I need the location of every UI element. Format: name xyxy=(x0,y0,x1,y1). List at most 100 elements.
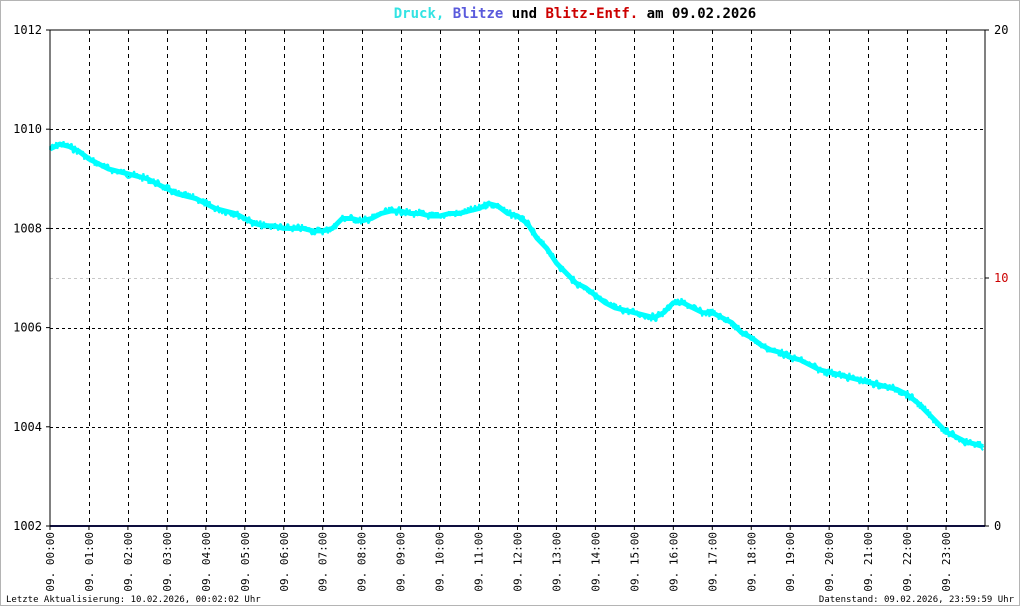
x-tick-label: 09. 16:00 xyxy=(667,532,680,592)
pressure-data-point xyxy=(409,212,412,215)
pressure-data-point xyxy=(613,306,616,309)
pressure-data-point xyxy=(428,215,431,217)
pressure-data-point xyxy=(945,430,947,433)
pressure-data-point xyxy=(380,212,383,215)
x-tick-label: 09. 21:00 xyxy=(862,532,875,592)
x-tick-label: 09. 13:00 xyxy=(550,532,563,592)
pressure-data-point xyxy=(672,301,675,304)
pressure-data-point xyxy=(516,215,519,217)
x-tick-label: 09. 18:00 xyxy=(745,532,758,592)
pressure-data-point xyxy=(982,445,985,448)
y-axis-left: 1002 1004 1006 1008 1010 1012 xyxy=(13,23,50,533)
pressure-data-point xyxy=(721,316,723,319)
pressure-data-point xyxy=(243,217,246,220)
pressure-data-point xyxy=(935,420,938,423)
pressure-data-point xyxy=(214,207,217,210)
pressure-data-point xyxy=(389,210,392,212)
pressure-data-point xyxy=(165,187,168,190)
pressure-data-point xyxy=(623,309,626,312)
pressure-data-point xyxy=(88,158,90,160)
x-tick-label: 09. 05:00 xyxy=(239,532,252,592)
pressure-data-point xyxy=(497,205,499,208)
x-tick-label: 09. 12:00 xyxy=(512,532,525,592)
pressure-data-point xyxy=(574,282,577,284)
y-left-tick-label: 1002 xyxy=(13,519,42,533)
pressure-data-point xyxy=(730,321,733,324)
title-part: Blitz-Entf. xyxy=(537,6,638,22)
pressure-data-point xyxy=(837,373,840,376)
pressure-data-point xyxy=(146,177,149,180)
pressure-data-point xyxy=(234,212,237,215)
pressure-data-point xyxy=(867,381,870,384)
pressure-data-point xyxy=(204,202,207,205)
footer-last-update: Letzte Aktualisierung: 10.02.2026, 00:02… xyxy=(6,595,261,605)
x-axis: 09. 00:00 09. 01:00 09. 02:00 09. 03:00 09. … xyxy=(44,526,953,592)
pressure-data-point xyxy=(857,378,860,381)
pressure-data-point xyxy=(467,210,470,212)
title-part: am 09.02.2026 xyxy=(638,6,756,22)
pressure-data-point xyxy=(886,386,889,389)
pressure-data-point xyxy=(156,182,159,185)
pressure-data-point xyxy=(701,311,704,314)
x-tick-label: 09. 19:00 xyxy=(784,532,797,592)
pressure-data-point xyxy=(195,197,198,200)
pressure-data-point xyxy=(760,344,762,346)
pressure-data-point xyxy=(769,348,772,351)
pressure-data-point xyxy=(175,192,178,195)
x-tick-label: 09. 10:00 xyxy=(434,532,447,592)
pressure-data-point xyxy=(711,311,714,314)
pressure-data-point xyxy=(419,212,422,215)
pressure-data-point xyxy=(282,227,285,230)
pressure-data-point xyxy=(545,247,548,250)
x-tick-label: 09. 02:00 xyxy=(122,532,135,592)
pressure-data-point xyxy=(555,262,558,265)
pressure-data-point xyxy=(448,212,451,215)
pressure-data-point xyxy=(652,316,655,319)
x-tick-label: 09. 15:00 xyxy=(628,532,641,592)
y-left-tick-label: 1010 xyxy=(13,122,42,136)
pressure-data-point xyxy=(458,212,461,215)
y-left-tick-label: 1012 xyxy=(13,23,42,37)
footer-data-status: Datenstand: 09.02.2026, 23:59:59 Uhr xyxy=(819,595,1015,605)
x-tick-label: 09. 00:00 xyxy=(44,532,57,592)
x-tick-label: 09. 09:00 xyxy=(395,532,408,592)
pressure-data-point xyxy=(68,145,71,148)
pressure-data-point xyxy=(370,217,373,220)
pressure-data-point xyxy=(798,358,801,361)
x-tick-label: 09. 04:00 xyxy=(200,532,213,592)
y-left-tick-label: 1004 xyxy=(13,420,42,434)
pressure-data-point xyxy=(964,440,967,443)
pressure-data-point xyxy=(97,162,100,165)
x-tick-label: 09. 20:00 xyxy=(823,532,836,592)
x-tick-label: 09. 22:00 xyxy=(901,532,914,592)
pressure-data-point xyxy=(185,195,188,198)
x-tick-label: 09. 01:00 xyxy=(83,532,96,592)
pressure-data-point xyxy=(331,227,334,230)
pressure-data-point xyxy=(682,301,685,304)
pressure-data-point xyxy=(925,410,928,413)
pressure-data-point xyxy=(906,393,909,396)
x-tick-label: 09. 07:00 xyxy=(317,532,330,592)
pressure-data-point xyxy=(438,215,441,217)
x-tick-label: 09. 11:00 xyxy=(473,532,486,592)
pressure-data-point xyxy=(58,143,61,146)
pressure-data-point xyxy=(954,435,957,438)
title-part: Blitze xyxy=(444,6,503,22)
pressure-data-point xyxy=(584,286,587,289)
pressure-data-point xyxy=(292,227,295,230)
pressure-data-point xyxy=(107,167,110,170)
pressure-data-point xyxy=(594,294,597,297)
pressure-data-point xyxy=(253,222,256,225)
pressure-data-point xyxy=(604,301,607,304)
pressure-data-point xyxy=(974,443,977,446)
pressure-data-point xyxy=(78,150,81,153)
pressure-data-point xyxy=(399,210,402,212)
title-part: und xyxy=(503,6,537,22)
pressure-data-point xyxy=(818,368,821,371)
pressure-data-point xyxy=(263,224,266,227)
pressure-data-point xyxy=(691,306,694,309)
x-tick-label: 09. 08:00 xyxy=(356,532,369,592)
